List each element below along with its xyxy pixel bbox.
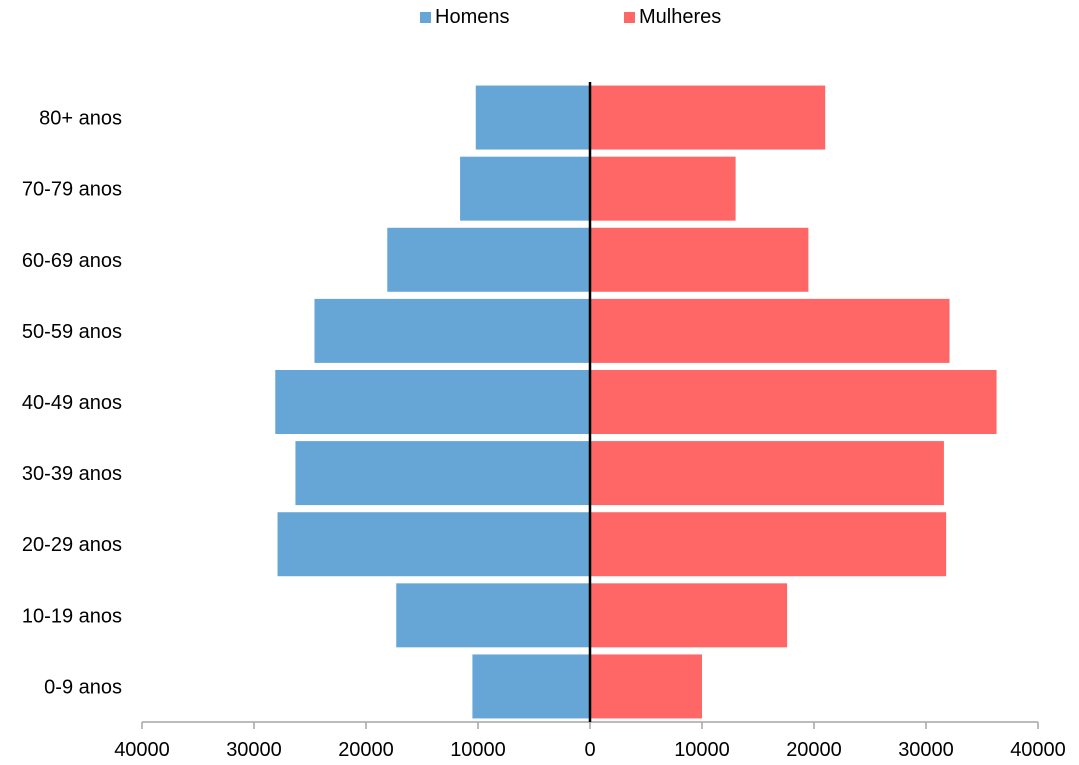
x-tick-label: 30000 (898, 739, 954, 761)
legend-label-homens: Homens (435, 6, 510, 28)
category-label: 50-59 anos (22, 321, 122, 343)
bar-mulheres-50-59-anos (590, 298, 950, 363)
legend-swatch-mulheres (624, 12, 635, 23)
bar-mulheres-30-39-anos (590, 441, 944, 506)
bar-homens-50-59-anos (314, 298, 590, 363)
x-tick-label: 30000 (226, 739, 282, 761)
category-label: 40-49 anos (22, 392, 122, 414)
legend-label-mulheres: Mulheres (639, 6, 722, 28)
x-tick-label: 40000 (1010, 739, 1066, 761)
x-tick-label: 40000 (114, 739, 170, 761)
chart-legend: Homens Mulheres (0, 6, 1079, 30)
bar-homens-20-29-anos (277, 512, 590, 577)
x-tick-label: 10000 (450, 739, 506, 761)
category-label: 60-69 anos (22, 250, 122, 272)
category-label: 0-9 anos (44, 676, 122, 698)
category-label: 80+ anos (39, 108, 122, 130)
bar-mulheres-40-49-anos (590, 370, 997, 434)
x-tick-label: 20000 (338, 739, 394, 761)
bar-mulheres-0-9-anos (590, 654, 702, 719)
category-label: 70-79 anos (22, 179, 122, 201)
category-label: 10-19 anos (22, 605, 122, 627)
category-label: 30-39 anos (22, 463, 122, 485)
x-tick-label: 20000 (786, 739, 842, 761)
category-label: 20-29 anos (22, 534, 122, 556)
bar-homens-80-anos (475, 85, 590, 150)
legend-item-mulheres: Mulheres (624, 6, 721, 29)
bar-mulheres-80-anos (590, 85, 826, 150)
legend-swatch-homens (420, 12, 431, 23)
bar-mulheres-70-79-anos (590, 156, 736, 221)
bar-mulheres-10-19-anos (590, 583, 788, 648)
bar-homens-0-9-anos (472, 654, 590, 719)
bar-homens-60-69-anos (387, 227, 590, 292)
bar-homens-30-39-anos (295, 441, 590, 506)
bar-homens-70-79-anos (460, 156, 590, 221)
bar-homens-10-19-anos (396, 583, 590, 648)
bar-mulheres-60-69-anos (590, 227, 809, 292)
bar-mulheres-20-29-anos (590, 512, 947, 577)
x-tick-label: 10000 (674, 739, 730, 761)
legend-item-homens: Homens (420, 6, 509, 29)
x-tick-label: 0 (584, 739, 595, 761)
bar-homens-40-49-anos (275, 370, 590, 434)
